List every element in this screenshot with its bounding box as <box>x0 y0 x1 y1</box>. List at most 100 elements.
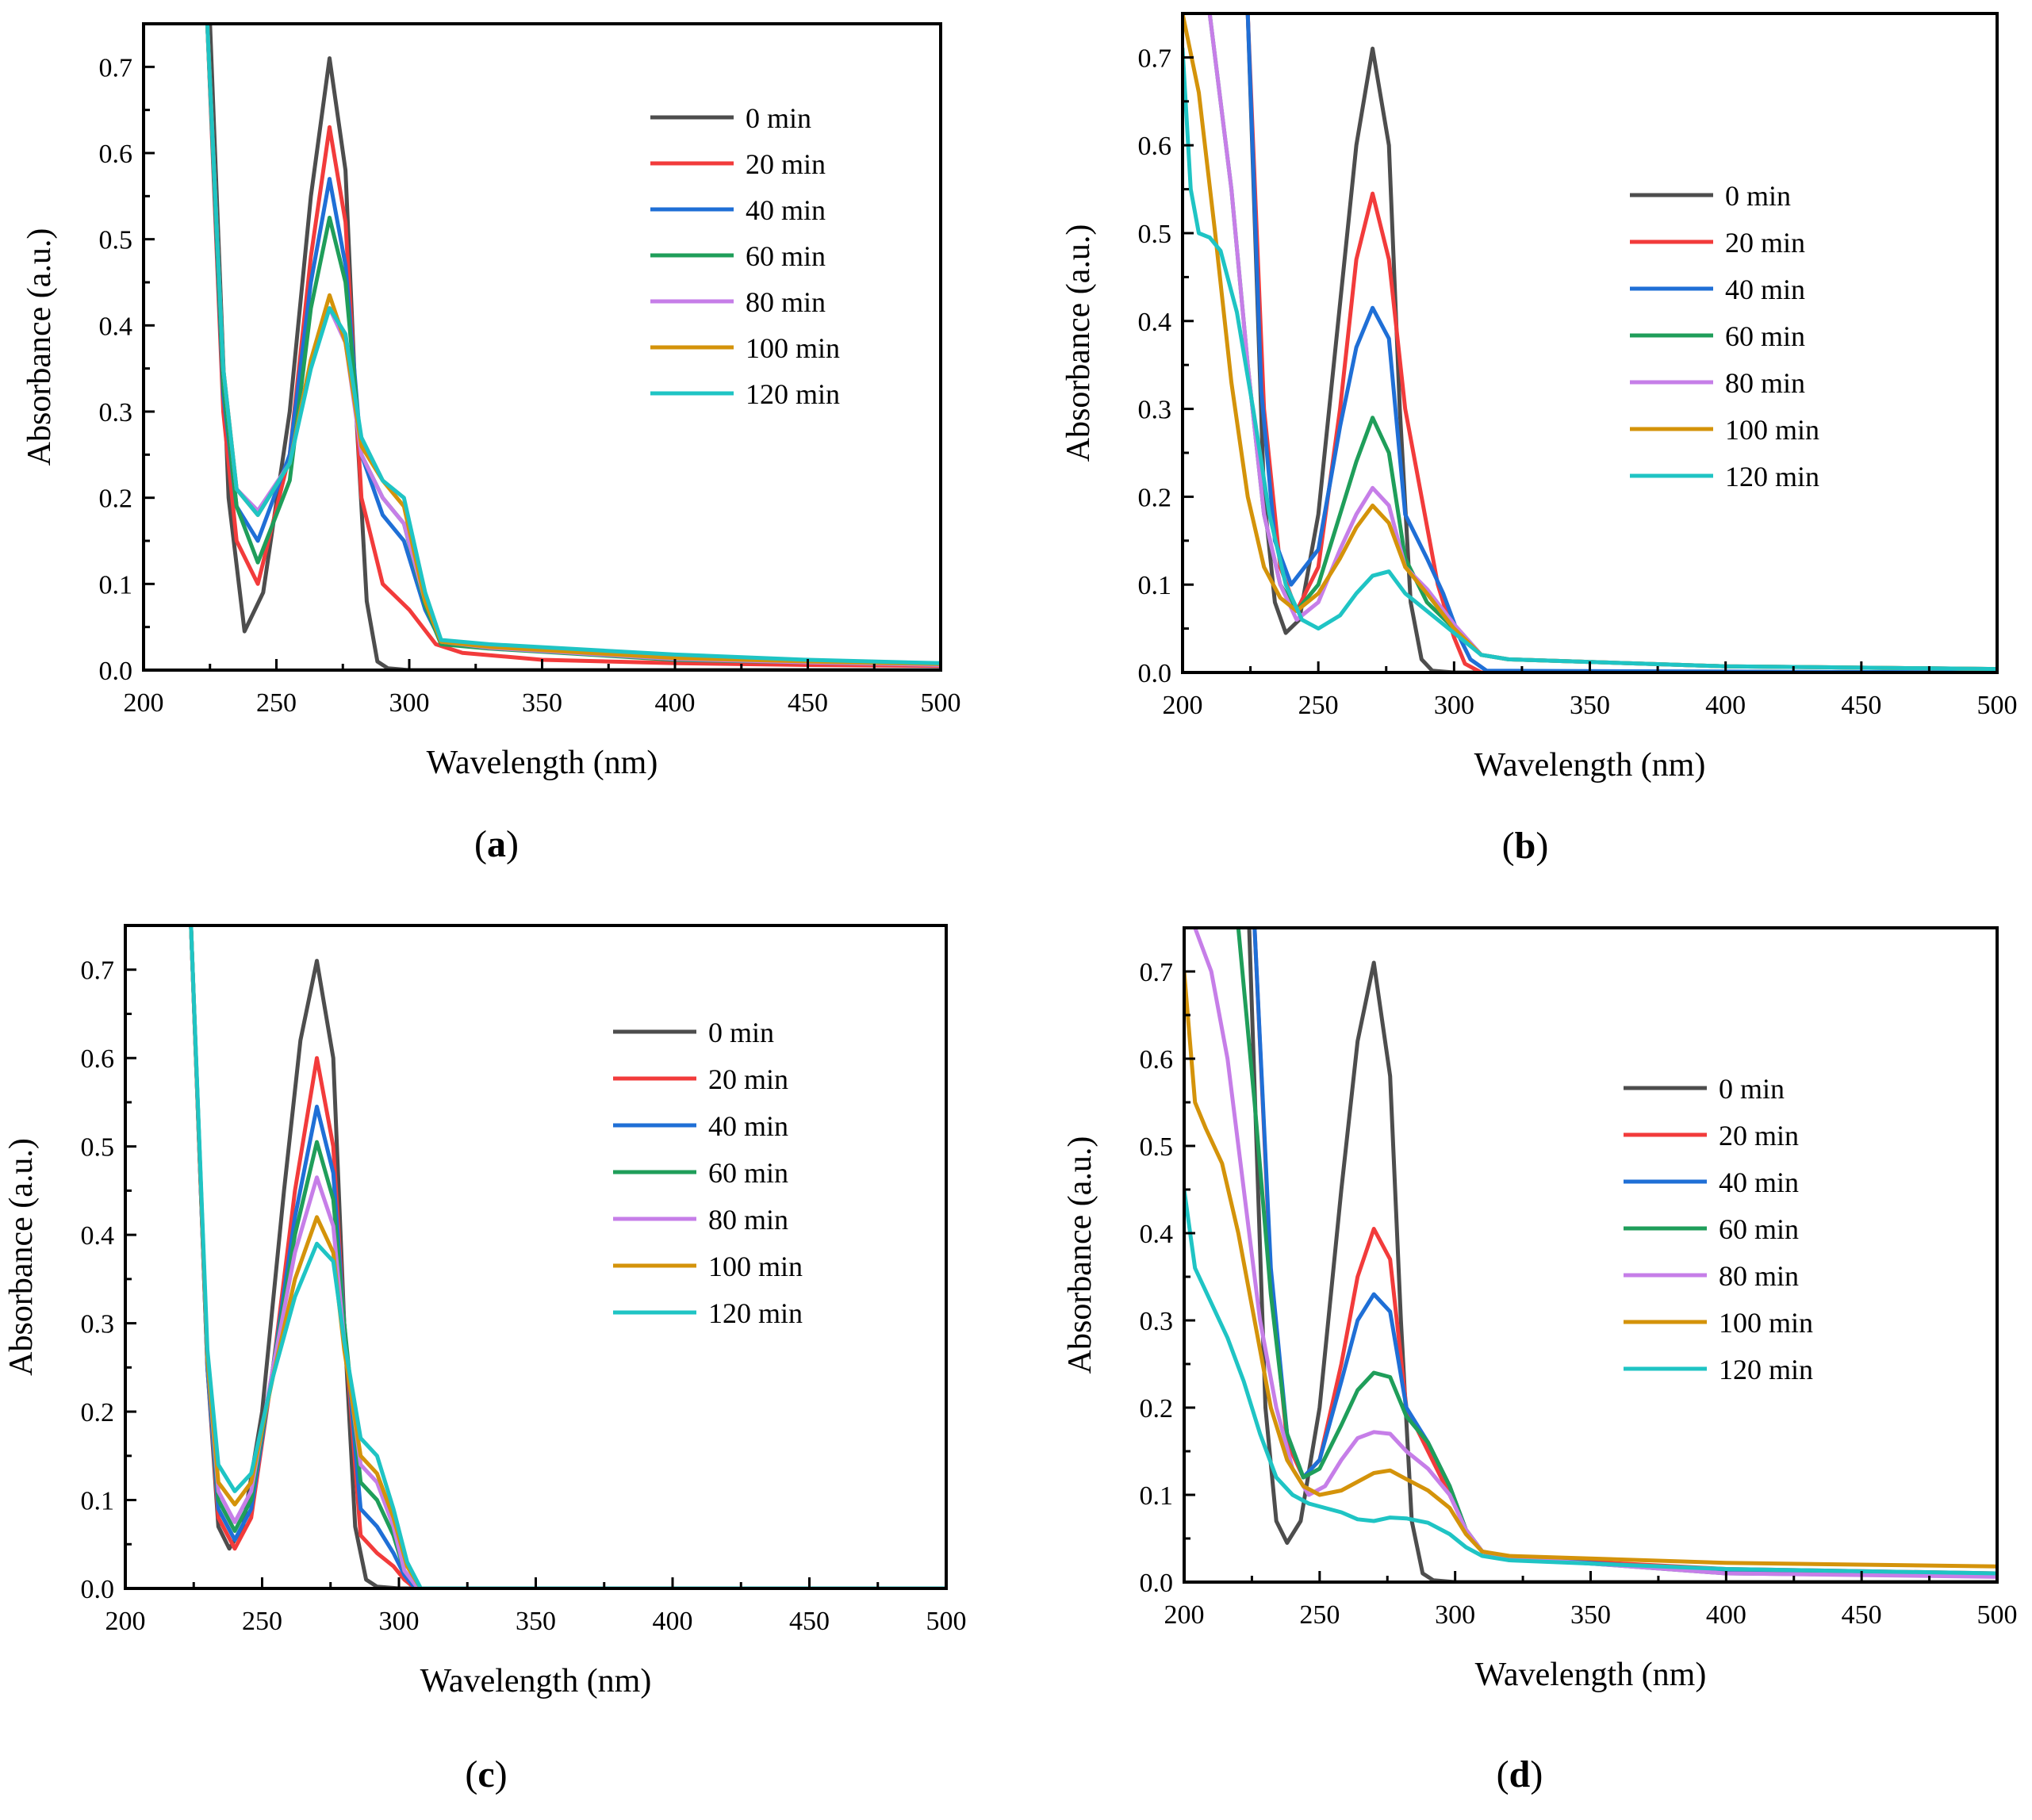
panel-label: (d) <box>1497 1753 1543 1795</box>
y-tick-label: 0.2 <box>81 1398 115 1427</box>
series-line-120-min <box>1184 1187 1997 1576</box>
x-axis-title: Wavelength (nm) <box>427 745 658 781</box>
y-tick-label: 0.7 <box>1140 958 1174 987</box>
y-tick-label: 0.5 <box>1140 1132 1174 1162</box>
legend-label: 120 min <box>1719 1354 1813 1385</box>
y-tick-label: 0.3 <box>1138 396 1172 425</box>
series-line-100-min <box>1183 13 1997 672</box>
legend-label: 60 min <box>1725 320 1805 352</box>
chart-panel-d: 200 250 300 350 400 450 500 0.0 0.1 0.2 0.3 0.4 0.5 0… <box>1062 926 2018 1795</box>
legend-label: 100 min <box>1725 414 1819 446</box>
x-tick-label: 450 <box>789 1607 830 1636</box>
y-tick-label: 0.1 <box>1140 1481 1174 1511</box>
y-tick-label: 0.5 <box>1138 220 1172 249</box>
y-axis-title: Absorbance (a.u.) <box>1062 1136 1098 1374</box>
x-tick-label: 350 <box>1570 1600 1611 1630</box>
x-axis-title: Wavelength (nm) <box>420 1663 652 1699</box>
x-tick-label: 500 <box>921 688 961 718</box>
x-tick-label: 350 <box>1570 691 1610 720</box>
x-tick-label: 200 <box>105 1607 146 1636</box>
series-line-120-min <box>205 24 941 665</box>
legend-label: 0 min <box>1719 1073 1785 1105</box>
y-axis-title: Absorbance (a.u.) <box>3 1138 40 1376</box>
panel-label: (b) <box>1502 825 1549 867</box>
x-tick-label: 200 <box>1164 1600 1205 1630</box>
y-tick-label: 0.3 <box>1140 1307 1174 1336</box>
legend-label: 40 min <box>1719 1167 1799 1198</box>
y-tick-label: 0.5 <box>99 226 133 255</box>
legend-label: 60 min <box>708 1157 788 1189</box>
y-tick-label: 0.1 <box>81 1487 115 1516</box>
x-tick-label: 350 <box>516 1607 556 1636</box>
plot-frame <box>1181 12 1999 674</box>
legend-label: 100 min <box>708 1251 803 1282</box>
y-tick-label: 0.2 <box>1138 483 1172 512</box>
x-tick-label: 250 <box>1299 1600 1340 1630</box>
x-tick-label: 500 <box>1977 691 2018 720</box>
y-tick-label: 0.4 <box>99 312 133 341</box>
series-line-80-min <box>1207 13 1997 672</box>
legend-label: 20 min <box>708 1063 788 1095</box>
series-line-0-min <box>1245 13 1997 672</box>
y-tick-label: 0.1 <box>1138 571 1172 600</box>
x-tick-label: 300 <box>379 1607 420 1636</box>
y-tick-label: 0.0 <box>1138 659 1172 688</box>
y-tick-label: 0.6 <box>1138 132 1172 161</box>
y-tick-label: 0.7 <box>1138 44 1172 73</box>
x-tick-label: 350 <box>522 688 562 718</box>
series-line-80-min <box>1193 928 1997 1579</box>
legend-label: 20 min <box>1719 1120 1799 1151</box>
legend-label: 40 min <box>746 194 826 226</box>
x-tick-label: 250 <box>256 688 297 718</box>
series-line-0-min <box>1247 928 1997 1582</box>
panel-label: (a) <box>474 823 519 865</box>
chart-panel-c: 200 250 300 350 400 450 500 0.0 0.1 0.2 0.3 0.4 0.5 0… <box>3 924 967 1795</box>
legend-label: 0 min <box>1725 180 1791 212</box>
y-tick-label: 0.2 <box>99 485 133 514</box>
y-axis-title: Absorbance (a.u.) <box>21 228 58 466</box>
y-tick-label: 0.0 <box>99 657 133 686</box>
legend-label: 80 min <box>708 1204 788 1236</box>
x-tick-label: 300 <box>389 688 430 718</box>
chart-panel-a: 200 250 300 350 400 450 500 0.0 0.1 0.2 0.3 0.4 0.5 0… <box>21 22 961 865</box>
x-tick-label: 500 <box>926 1607 967 1636</box>
series-line-60-min <box>1207 13 1997 672</box>
x-tick-label: 200 <box>124 688 164 718</box>
x-tick-label: 450 <box>788 688 828 718</box>
series-line-20-min <box>205 24 941 669</box>
x-tick-label: 400 <box>655 688 696 718</box>
x-tick-label: 400 <box>1705 691 1746 720</box>
y-tick-label: 0.3 <box>99 398 133 427</box>
y-tick-label: 0.7 <box>81 956 115 986</box>
panel-letter: c <box>477 1753 494 1795</box>
x-tick-label: 200 <box>1163 691 1203 720</box>
y-tick-label: 0.3 <box>81 1310 115 1339</box>
y-tick-label: 0.5 <box>81 1133 115 1163</box>
series-line-120-min <box>1183 46 1997 672</box>
y-tick-label: 0.6 <box>81 1044 115 1074</box>
y-tick-label: 0.0 <box>1140 1569 1174 1598</box>
legend-label: 100 min <box>1719 1307 1813 1339</box>
legend: 0 min 20 min 40 min 60 min 80 min 100 min 120 … <box>613 1017 803 1329</box>
x-axis-title: Wavelength (nm) <box>1475 1657 1707 1693</box>
legend-label: 0 min <box>708 1017 774 1048</box>
legend-label: 80 min <box>1725 367 1805 399</box>
legend-label: 120 min <box>746 378 840 410</box>
series-line-120-min <box>189 925 946 1588</box>
legend-label: 60 min <box>1719 1213 1799 1245</box>
series-line-0-min <box>189 925 946 1588</box>
legend-label: 40 min <box>708 1110 788 1142</box>
x-tick-label: 300 <box>1434 691 1474 720</box>
legend-label: 20 min <box>746 148 826 180</box>
x-tick-label: 450 <box>1841 691 1881 720</box>
y-tick-label: 0.1 <box>99 570 133 600</box>
x-tick-label: 250 <box>242 1607 282 1636</box>
legend-label: 0 min <box>746 102 811 134</box>
panel-label: (c) <box>465 1753 507 1795</box>
y-tick-label: 0.4 <box>81 1221 115 1251</box>
y-tick-label: 0.7 <box>99 53 133 82</box>
legend-label: 20 min <box>1725 227 1805 259</box>
x-tick-label: 400 <box>653 1607 693 1636</box>
x-tick-label: 300 <box>1435 1600 1475 1630</box>
